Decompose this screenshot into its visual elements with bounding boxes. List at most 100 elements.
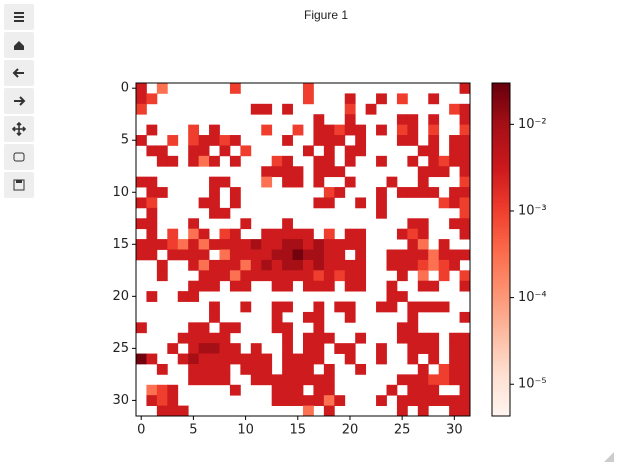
colorbar-band [492, 396, 510, 400]
zoom-button[interactable] [4, 144, 34, 170]
heatmap-cell [407, 114, 419, 126]
colorbar-band [492, 249, 510, 253]
heatmap-cell [146, 384, 158, 396]
heatmap-cell [449, 332, 460, 344]
heatmap-cell [240, 218, 252, 230]
colorbar-band [492, 324, 510, 328]
heatmap-cell [303, 239, 314, 250]
heatmap-cell [229, 322, 241, 334]
heatmap-cell [146, 239, 158, 250]
heatmap-cell [271, 239, 283, 250]
heatmap-cell [292, 166, 304, 178]
forward-button[interactable] [4, 88, 34, 114]
y-tick-label: 10 [112, 185, 129, 200]
colorbar-band [492, 318, 510, 323]
save-button[interactable] [4, 172, 34, 198]
heatmap-cell [459, 83, 471, 94]
heatmap-cell [449, 363, 460, 375]
colorbar-band [492, 232, 510, 237]
y-tick-label: 30 [112, 393, 129, 408]
heatmap-cell [449, 343, 460, 354]
colorbar-band [492, 352, 510, 356]
colorbar-tick-label: 10⁻⁵ [518, 377, 547, 392]
colorbar-band [492, 205, 510, 209]
heatmap-cell [407, 395, 419, 406]
colorbar-band [492, 88, 510, 92]
heatmap-cell [386, 259, 398, 271]
heatmap-cell [323, 405, 335, 417]
y-tick-label: 20 [112, 289, 129, 304]
heatmap-cell [323, 155, 335, 167]
heatmap-cell [417, 405, 429, 417]
heatmap-cell [303, 145, 314, 157]
heatmap-cell [407, 384, 419, 396]
heatmap-cell [271, 301, 283, 313]
colorbar-band [492, 335, 510, 339]
heatmap-cell [344, 301, 356, 313]
heatmap-cell [417, 384, 429, 396]
heatmap-cell [156, 155, 168, 167]
heatmap-cell [188, 280, 200, 292]
colorbar-band [492, 410, 510, 414]
heatmap-cell [417, 374, 429, 386]
heatmap-cell [250, 239, 262, 250]
heatmap-cell [438, 270, 450, 282]
heatmap-cell [355, 197, 367, 209]
heatmap-cell [407, 239, 419, 250]
heatmap-cell [229, 187, 241, 198]
colorbar-band [492, 135, 510, 139]
heatmap-cell [261, 228, 273, 240]
heatmap-cell [261, 249, 273, 261]
heatmap-cell [313, 311, 325, 323]
heatmap-cell [271, 249, 283, 261]
heatmap-cell [303, 93, 314, 105]
colorbar-band [492, 157, 510, 162]
heatmap-cell [156, 145, 168, 157]
heatmap-cell [209, 187, 220, 198]
heatmap-cell [261, 259, 273, 271]
heatmap-cell [313, 384, 325, 396]
heatmap-cell [188, 228, 200, 240]
heatmap-cell [386, 384, 398, 396]
heatmap-cell [303, 395, 314, 406]
colorbar-band [492, 119, 510, 123]
heatmap-cell [459, 405, 471, 417]
heatmap-cell [417, 270, 429, 282]
heatmap-cell [396, 291, 408, 302]
colorbar-band [492, 166, 510, 170]
pan-button[interactable] [4, 116, 34, 142]
heatmap-cell [438, 259, 450, 271]
colorbar-band [492, 404, 510, 409]
heatmap-cell [334, 166, 346, 178]
heatmap-cell [417, 259, 429, 271]
heatmap-cell [136, 353, 147, 365]
heatmap-cell [407, 187, 419, 198]
resize-grip[interactable] [604, 452, 614, 462]
heatmap-cell [303, 228, 314, 240]
colorbar-band [492, 99, 510, 103]
heatmap-cell [250, 363, 262, 375]
heatmap-cell [219, 259, 231, 271]
heatmap-cell [209, 311, 220, 323]
heatmap-cell [292, 374, 304, 386]
heatmap-cell [438, 301, 450, 313]
colorbar-band [492, 238, 510, 242]
heatmap-cell [198, 332, 210, 344]
home-button[interactable] [4, 32, 34, 58]
back-button[interactable] [4, 60, 34, 86]
heatmap-cell [323, 374, 335, 386]
colorbar-band [492, 235, 510, 239]
heatmap-cell [282, 218, 293, 230]
heatmap-cell [313, 343, 325, 354]
heatmap-cell [136, 176, 147, 188]
heatmap-cell [198, 197, 210, 209]
heatmap-cell [428, 93, 440, 105]
colorbar-band [492, 382, 510, 386]
heatmap-cell [282, 384, 293, 396]
menu-button[interactable] [4, 4, 34, 30]
heatmap-cell [250, 374, 262, 386]
heatmap-cell [449, 135, 460, 146]
colorbar-band [492, 407, 510, 411]
heatmap-cell [240, 353, 252, 365]
heatmap-cell [188, 259, 200, 271]
